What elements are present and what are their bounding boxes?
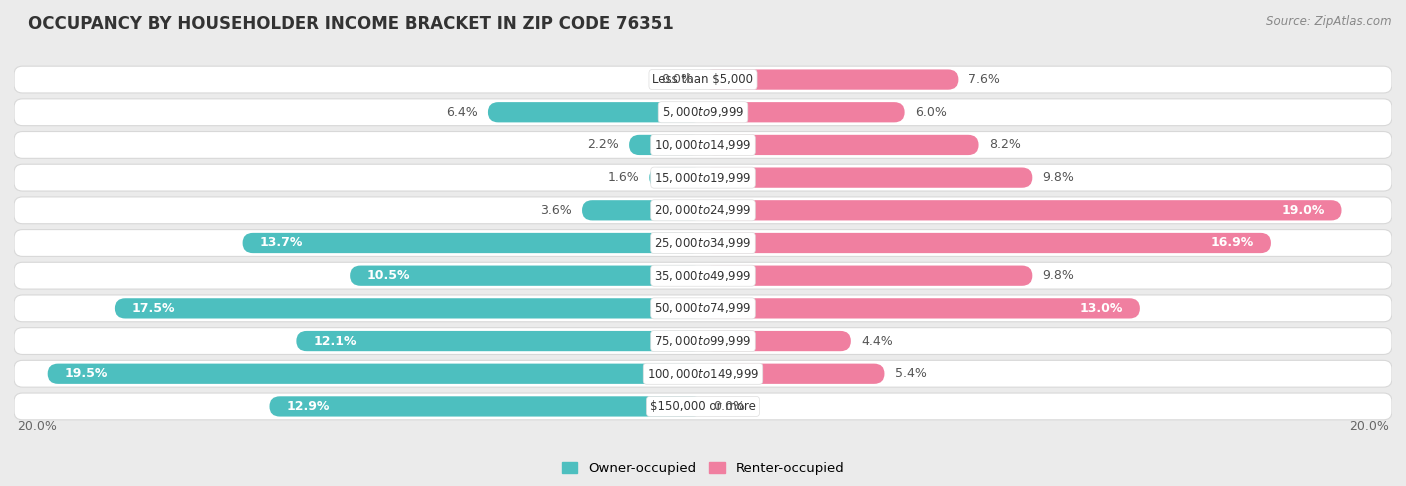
Text: 13.7%: 13.7% [259, 237, 302, 249]
Text: $35,000 to $49,999: $35,000 to $49,999 [654, 269, 752, 283]
Text: 6.0%: 6.0% [915, 106, 946, 119]
Text: 20.0%: 20.0% [17, 420, 58, 433]
FancyBboxPatch shape [703, 331, 851, 351]
FancyBboxPatch shape [703, 200, 1341, 221]
FancyBboxPatch shape [48, 364, 703, 384]
Text: 5.4%: 5.4% [894, 367, 927, 380]
Text: 3.6%: 3.6% [540, 204, 572, 217]
FancyBboxPatch shape [703, 233, 1271, 253]
FancyBboxPatch shape [270, 396, 703, 417]
Text: 0.0%: 0.0% [661, 73, 693, 86]
Text: 16.9%: 16.9% [1211, 237, 1254, 249]
FancyBboxPatch shape [243, 233, 703, 253]
Text: 19.5%: 19.5% [65, 367, 108, 380]
FancyBboxPatch shape [703, 102, 904, 122]
Text: $75,000 to $99,999: $75,000 to $99,999 [654, 334, 752, 348]
FancyBboxPatch shape [297, 331, 703, 351]
Text: 19.0%: 19.0% [1281, 204, 1324, 217]
FancyBboxPatch shape [703, 364, 884, 384]
FancyBboxPatch shape [14, 328, 1392, 354]
Text: 17.5%: 17.5% [132, 302, 176, 315]
Text: Source: ZipAtlas.com: Source: ZipAtlas.com [1267, 15, 1392, 28]
FancyBboxPatch shape [582, 200, 703, 221]
Text: $5,000 to $9,999: $5,000 to $9,999 [662, 105, 744, 119]
FancyBboxPatch shape [14, 164, 1392, 191]
FancyBboxPatch shape [703, 265, 1032, 286]
Text: 20.0%: 20.0% [1348, 420, 1389, 433]
Text: 1.6%: 1.6% [607, 171, 640, 184]
Text: $10,000 to $14,999: $10,000 to $14,999 [654, 138, 752, 152]
Text: 8.2%: 8.2% [988, 139, 1021, 152]
Text: 13.0%: 13.0% [1080, 302, 1123, 315]
FancyBboxPatch shape [488, 102, 703, 122]
FancyBboxPatch shape [14, 262, 1392, 289]
Text: $150,000 or more: $150,000 or more [650, 400, 756, 413]
FancyBboxPatch shape [115, 298, 703, 318]
Text: $50,000 to $74,999: $50,000 to $74,999 [654, 301, 752, 315]
Text: $100,000 to $149,999: $100,000 to $149,999 [647, 367, 759, 381]
FancyBboxPatch shape [14, 99, 1392, 126]
FancyBboxPatch shape [14, 66, 1392, 93]
Text: $25,000 to $34,999: $25,000 to $34,999 [654, 236, 752, 250]
FancyBboxPatch shape [14, 197, 1392, 224]
FancyBboxPatch shape [703, 69, 959, 90]
Text: 7.6%: 7.6% [969, 73, 1000, 86]
Text: 10.5%: 10.5% [367, 269, 411, 282]
Text: 0.0%: 0.0% [713, 400, 745, 413]
FancyBboxPatch shape [14, 229, 1392, 257]
FancyBboxPatch shape [703, 168, 1032, 188]
Legend: Owner-occupied, Renter-occupied: Owner-occupied, Renter-occupied [557, 457, 849, 480]
FancyBboxPatch shape [650, 168, 703, 188]
Text: 9.8%: 9.8% [1042, 171, 1074, 184]
Text: 12.1%: 12.1% [314, 334, 357, 347]
FancyBboxPatch shape [14, 360, 1392, 387]
FancyBboxPatch shape [14, 295, 1392, 322]
Text: 6.4%: 6.4% [446, 106, 478, 119]
Text: 9.8%: 9.8% [1042, 269, 1074, 282]
FancyBboxPatch shape [703, 298, 1140, 318]
Text: $15,000 to $19,999: $15,000 to $19,999 [654, 171, 752, 185]
Text: OCCUPANCY BY HOUSEHOLDER INCOME BRACKET IN ZIP CODE 76351: OCCUPANCY BY HOUSEHOLDER INCOME BRACKET … [28, 15, 673, 33]
Text: 12.9%: 12.9% [287, 400, 329, 413]
FancyBboxPatch shape [350, 265, 703, 286]
FancyBboxPatch shape [628, 135, 703, 155]
FancyBboxPatch shape [14, 132, 1392, 158]
Text: $20,000 to $24,999: $20,000 to $24,999 [654, 203, 752, 217]
FancyBboxPatch shape [14, 393, 1392, 420]
FancyBboxPatch shape [703, 135, 979, 155]
Text: 4.4%: 4.4% [860, 334, 893, 347]
Text: Less than $5,000: Less than $5,000 [652, 73, 754, 86]
Text: 2.2%: 2.2% [588, 139, 619, 152]
